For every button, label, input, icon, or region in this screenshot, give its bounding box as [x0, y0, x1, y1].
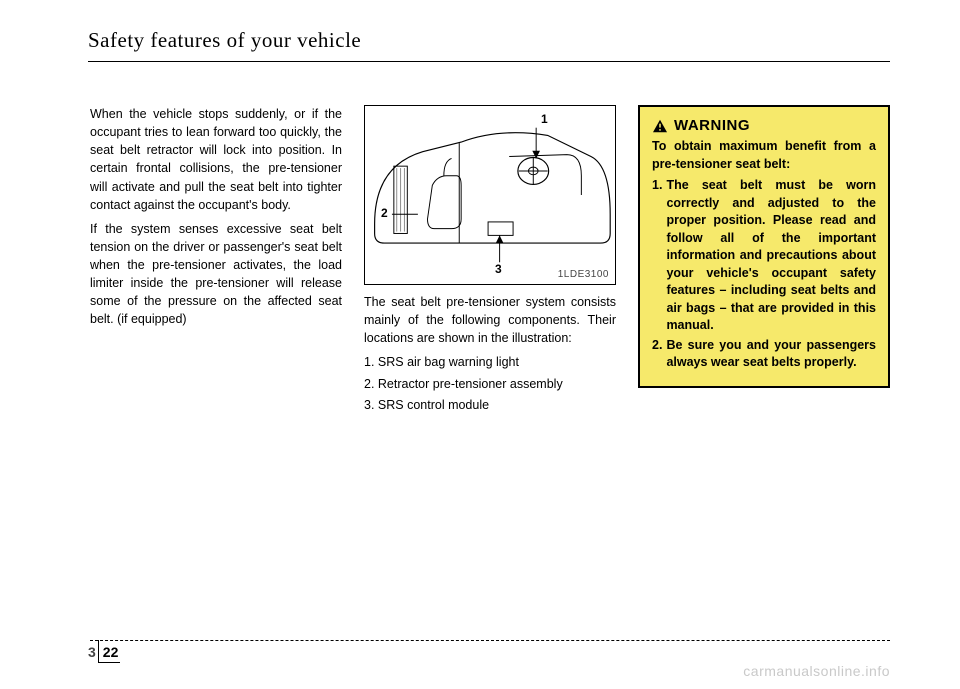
chapter-title: Safety features of your vehicle	[88, 28, 890, 59]
figure-callout-2: 2	[381, 206, 388, 220]
content-columns: When the vehicle stops suddenly, or if t…	[90, 105, 890, 417]
body-paragraph: If the system senses excessive seat belt…	[90, 220, 342, 329]
warning-box: WARNING To obtain maximum benefit from a…	[638, 105, 890, 388]
footer-rule	[90, 640, 890, 641]
page-number-value: 22	[98, 640, 120, 663]
warning-item-number: 1.	[652, 177, 662, 335]
illustration: 1 2 3 1LDE3100	[364, 105, 616, 285]
figure-callout-1: 1	[541, 112, 548, 126]
warning-item-number: 2.	[652, 337, 662, 372]
warning-item: 2. Be sure you and your passengers alway…	[652, 337, 876, 372]
column-left: When the vehicle stops suddenly, or if t…	[90, 105, 342, 417]
warning-icon	[652, 119, 668, 133]
car-cutaway-svg	[365, 106, 615, 284]
body-paragraph: The seat belt pre-tensioner system consi…	[364, 293, 616, 347]
watermark: carmanualsonline.info	[743, 663, 890, 679]
chapter-number: 3	[88, 640, 96, 660]
warning-title-text: WARNING	[674, 117, 750, 134]
warning-item-text: The seat belt must be worn correctly and…	[666, 177, 876, 335]
page-number: 3 22	[88, 640, 120, 663]
page-header: Safety features of your vehicle	[88, 28, 890, 62]
header-rule	[88, 61, 890, 62]
figure-code: 1LDE3100	[558, 269, 609, 280]
component-item: 3. SRS control module	[364, 396, 616, 414]
body-paragraph: When the vehicle stops suddenly, or if t…	[90, 105, 342, 214]
component-item: 1. SRS air bag warning light	[364, 353, 616, 371]
warning-title-row: WARNING	[652, 117, 876, 134]
page: Safety features of your vehicle When the…	[0, 0, 960, 689]
column-middle: 1 2 3 1LDE3100 The seat belt pre-tension…	[364, 105, 616, 417]
warning-item-text: Be sure you and your passengers always w…	[666, 337, 876, 372]
column-right: WARNING To obtain maximum benefit from a…	[638, 105, 890, 417]
warning-item: 1. The seat belt must be worn correctly …	[652, 177, 876, 335]
component-item: 2. Retractor pre-tensioner assembly	[364, 375, 616, 393]
warning-lead: To obtain maximum benefit from a pre-ten…	[652, 138, 876, 173]
figure-callout-3: 3	[495, 262, 502, 276]
